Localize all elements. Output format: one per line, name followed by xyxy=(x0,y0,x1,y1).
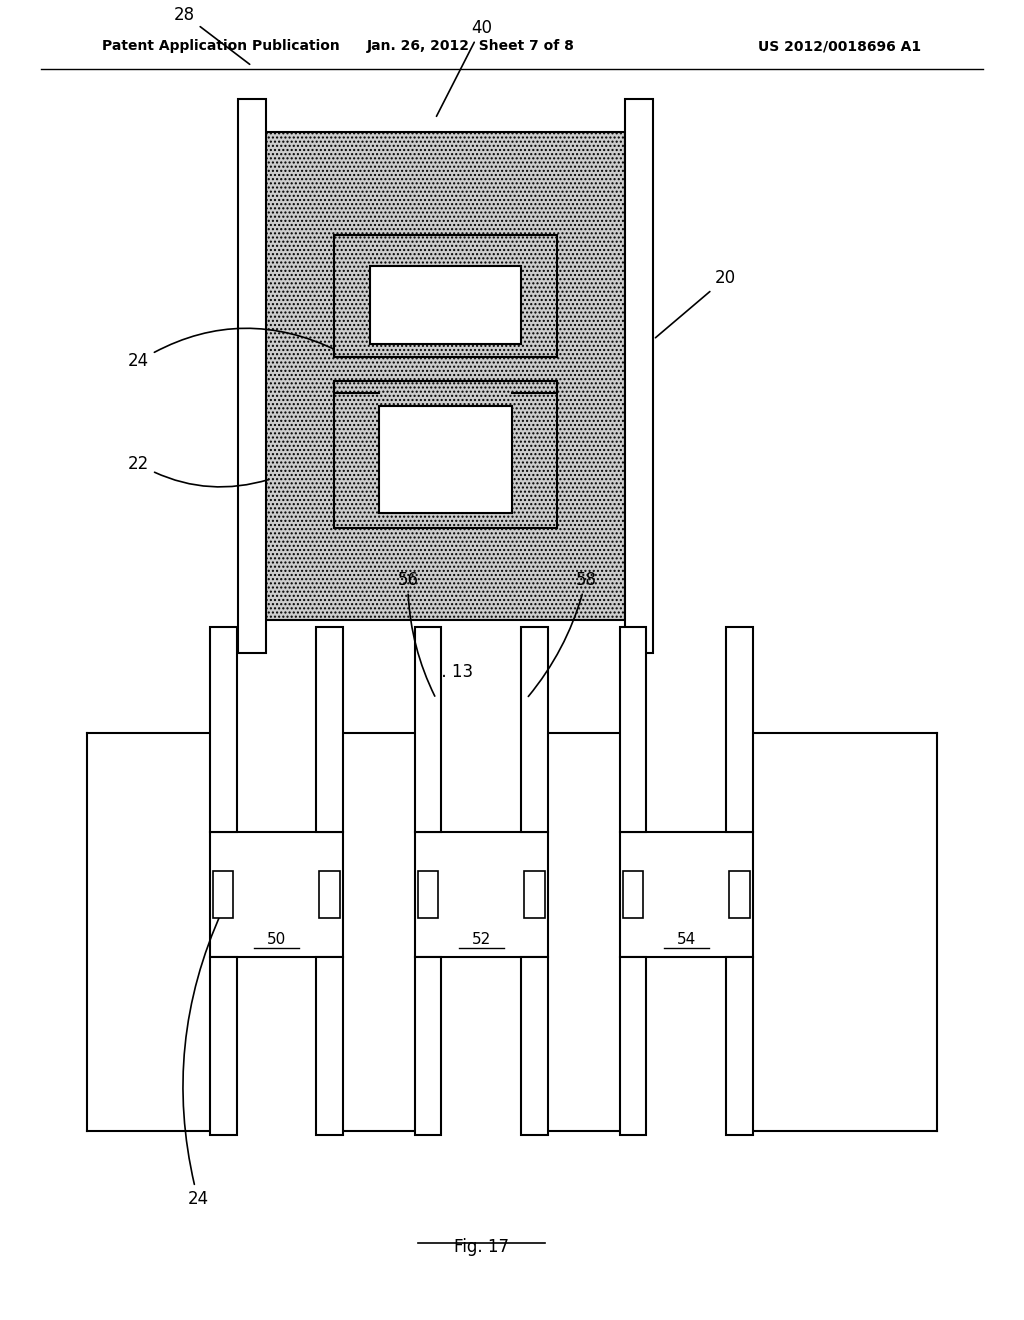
Text: 22: 22 xyxy=(128,455,268,487)
Bar xyxy=(729,871,750,919)
Bar xyxy=(213,871,233,919)
Bar xyxy=(524,871,545,919)
Bar xyxy=(415,832,548,957)
Bar xyxy=(415,627,441,832)
Bar xyxy=(266,132,625,620)
Text: 24: 24 xyxy=(128,329,337,371)
Text: 20: 20 xyxy=(655,269,736,338)
Bar xyxy=(623,871,643,919)
Bar xyxy=(521,627,548,832)
Bar xyxy=(210,627,237,832)
Bar xyxy=(334,235,557,356)
Text: 24: 24 xyxy=(183,911,222,1208)
Text: 52: 52 xyxy=(472,932,490,946)
Text: 40: 40 xyxy=(436,18,493,116)
Text: US 2012/0018696 A1: US 2012/0018696 A1 xyxy=(759,40,922,53)
Bar xyxy=(726,957,753,1135)
Text: 56: 56 xyxy=(397,570,435,696)
Bar xyxy=(620,627,646,832)
Text: Fig. 17: Fig. 17 xyxy=(454,1238,509,1257)
Bar xyxy=(316,957,343,1135)
Text: 58: 58 xyxy=(528,570,597,697)
Text: 28: 28 xyxy=(174,5,250,65)
Bar xyxy=(316,627,343,832)
Bar xyxy=(210,957,237,1135)
Bar xyxy=(370,267,521,345)
Bar xyxy=(726,627,753,832)
Bar xyxy=(379,405,512,513)
Text: 50: 50 xyxy=(267,932,286,946)
Bar xyxy=(210,832,343,957)
Text: 54: 54 xyxy=(677,932,695,946)
Bar xyxy=(238,99,266,653)
Bar xyxy=(620,832,753,957)
Text: Fig. 13: Fig. 13 xyxy=(418,663,473,681)
Bar xyxy=(319,871,340,919)
Text: Patent Application Publication: Patent Application Publication xyxy=(102,40,340,53)
Bar xyxy=(625,99,653,653)
Text: Jan. 26, 2012  Sheet 7 of 8: Jan. 26, 2012 Sheet 7 of 8 xyxy=(367,40,575,53)
Bar xyxy=(521,957,548,1135)
Bar xyxy=(415,957,441,1135)
Bar xyxy=(418,871,438,919)
Bar xyxy=(620,957,646,1135)
Bar xyxy=(334,381,557,528)
